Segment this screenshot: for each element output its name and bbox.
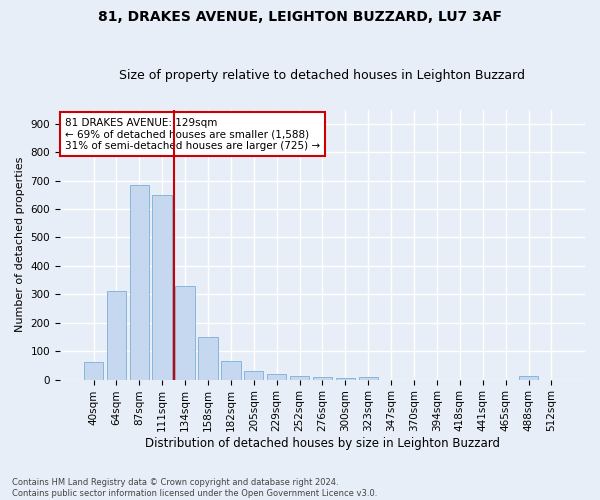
Text: 81, DRAKES AVENUE, LEIGHTON BUZZARD, LU7 3AF: 81, DRAKES AVENUE, LEIGHTON BUZZARD, LU7…	[98, 10, 502, 24]
Bar	[290, 376, 309, 380]
Bar	[244, 371, 263, 380]
Title: Size of property relative to detached houses in Leighton Buzzard: Size of property relative to detached ho…	[119, 69, 526, 82]
Text: 81 DRAKES AVENUE: 129sqm
← 69% of detached houses are smaller (1,588)
31% of sem: 81 DRAKES AVENUE: 129sqm ← 69% of detach…	[65, 118, 320, 151]
Bar	[359, 378, 378, 380]
Bar	[221, 361, 241, 380]
Text: Contains HM Land Registry data © Crown copyright and database right 2024.
Contai: Contains HM Land Registry data © Crown c…	[12, 478, 377, 498]
Bar	[313, 378, 332, 380]
Bar	[198, 337, 218, 380]
Bar	[130, 185, 149, 380]
Y-axis label: Number of detached properties: Number of detached properties	[15, 157, 25, 332]
Bar	[107, 292, 126, 380]
Bar	[152, 195, 172, 380]
Bar	[267, 374, 286, 380]
Bar	[175, 286, 195, 380]
Bar	[84, 362, 103, 380]
Bar	[519, 376, 538, 380]
X-axis label: Distribution of detached houses by size in Leighton Buzzard: Distribution of detached houses by size …	[145, 437, 500, 450]
Bar	[335, 378, 355, 380]
